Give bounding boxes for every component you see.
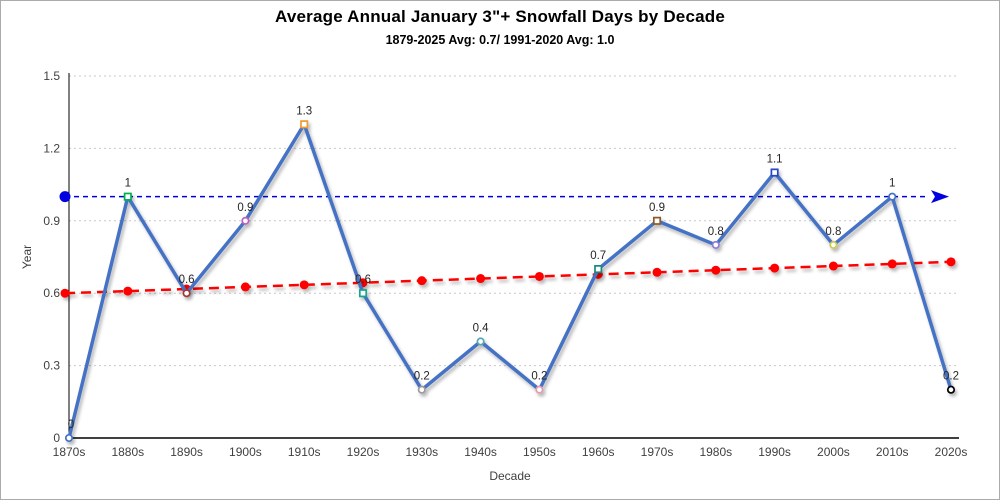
reference-line xyxy=(59,190,949,204)
svg-text:0.2: 0.2 xyxy=(943,371,959,383)
svg-text:1910s: 1910s xyxy=(288,445,321,459)
svg-text:1880s: 1880s xyxy=(111,445,144,459)
svg-text:1890s: 1890s xyxy=(170,445,203,459)
svg-text:1: 1 xyxy=(125,178,131,190)
svg-text:1.1: 1.1 xyxy=(767,154,783,166)
svg-text:0.6: 0.6 xyxy=(43,286,60,300)
svg-text:0.4: 0.4 xyxy=(473,322,490,334)
svg-text:1980s: 1980s xyxy=(699,445,732,459)
x-axis-title: Decade xyxy=(489,469,531,483)
svg-text:0.8: 0.8 xyxy=(825,226,841,238)
svg-text:0.3: 0.3 xyxy=(43,359,60,373)
data-labels: 0 1 0.6 0.9 1.3 0.6 0.2 0.4 0.2 0.7 0.9 0.8 1.1 0.8 1 0… xyxy=(68,105,959,431)
svg-text:1.3: 1.3 xyxy=(296,105,312,117)
data-point-marker xyxy=(476,337,485,346)
chart-header: Average Annual January 3"+ Snowfall Days… xyxy=(1,7,999,47)
data-point-marker xyxy=(64,433,74,443)
y-axis-ticks: 0 0.3 0.6 0.9 1.2 1.5 xyxy=(43,69,60,445)
svg-text:0.9: 0.9 xyxy=(649,202,665,214)
svg-text:2010s: 2010s xyxy=(876,445,909,459)
axes xyxy=(67,73,959,439)
svg-text:1950s: 1950s xyxy=(523,445,556,459)
svg-text:0.2: 0.2 xyxy=(531,371,547,383)
svg-text:2000s: 2000s xyxy=(817,445,850,459)
data-point-marker xyxy=(946,385,956,394)
gridlines xyxy=(69,75,959,367)
x-axis-ticks: 1870s 1880s 1890s 1900s 1910s 1920s 1930s 1940s… xyxy=(53,445,968,459)
data-point-marker xyxy=(358,289,368,298)
svg-text:1940s: 1940s xyxy=(464,445,497,459)
svg-text:0.8: 0.8 xyxy=(708,226,724,238)
data-point-marker xyxy=(417,385,426,394)
data-point-marker xyxy=(888,192,897,201)
data-point-marker xyxy=(652,216,662,225)
svg-text:0.9: 0.9 xyxy=(237,202,253,214)
data-point-marker xyxy=(241,216,250,225)
data-point-marker xyxy=(711,240,720,249)
svg-text:1930s: 1930s xyxy=(405,445,438,459)
data-point-marker xyxy=(535,385,544,394)
svg-text:1970s: 1970s xyxy=(641,445,674,459)
y-axis-title: Year xyxy=(20,245,34,269)
chart-title: Average Annual January 3"+ Snowfall Days… xyxy=(275,7,725,26)
data-point-marker xyxy=(770,168,779,177)
svg-text:0: 0 xyxy=(68,419,74,431)
data-point-marker xyxy=(182,289,191,298)
arrow-icon xyxy=(931,190,949,204)
svg-text:1: 1 xyxy=(889,178,895,190)
svg-text:1.5: 1.5 xyxy=(43,69,60,83)
data-point-marker xyxy=(594,265,603,274)
svg-text:0.7: 0.7 xyxy=(590,250,606,262)
svg-text:2020s: 2020s xyxy=(935,445,968,459)
chart-subtitle: 1879-2025 Avg: 0.7/ 1991-2020 Avg: 1.0 xyxy=(385,33,615,47)
data-point-marker xyxy=(829,240,838,249)
data-point-marker xyxy=(123,192,132,201)
trend-line xyxy=(60,257,956,298)
svg-text:0.9: 0.9 xyxy=(43,214,60,228)
svg-text:1920s: 1920s xyxy=(347,445,380,459)
data-point-marker xyxy=(300,120,309,129)
svg-text:0.6: 0.6 xyxy=(355,274,371,286)
svg-text:1900s: 1900s xyxy=(229,445,262,459)
svg-text:0.6: 0.6 xyxy=(179,274,195,286)
svg-text:1.2: 1.2 xyxy=(43,141,60,155)
svg-text:0: 0 xyxy=(53,431,60,445)
svg-text:1960s: 1960s xyxy=(582,445,615,459)
data-series xyxy=(64,120,956,443)
svg-text:1870s: 1870s xyxy=(53,445,86,459)
svg-text:0.2: 0.2 xyxy=(414,371,430,383)
svg-text:1990s: 1990s xyxy=(758,445,791,459)
